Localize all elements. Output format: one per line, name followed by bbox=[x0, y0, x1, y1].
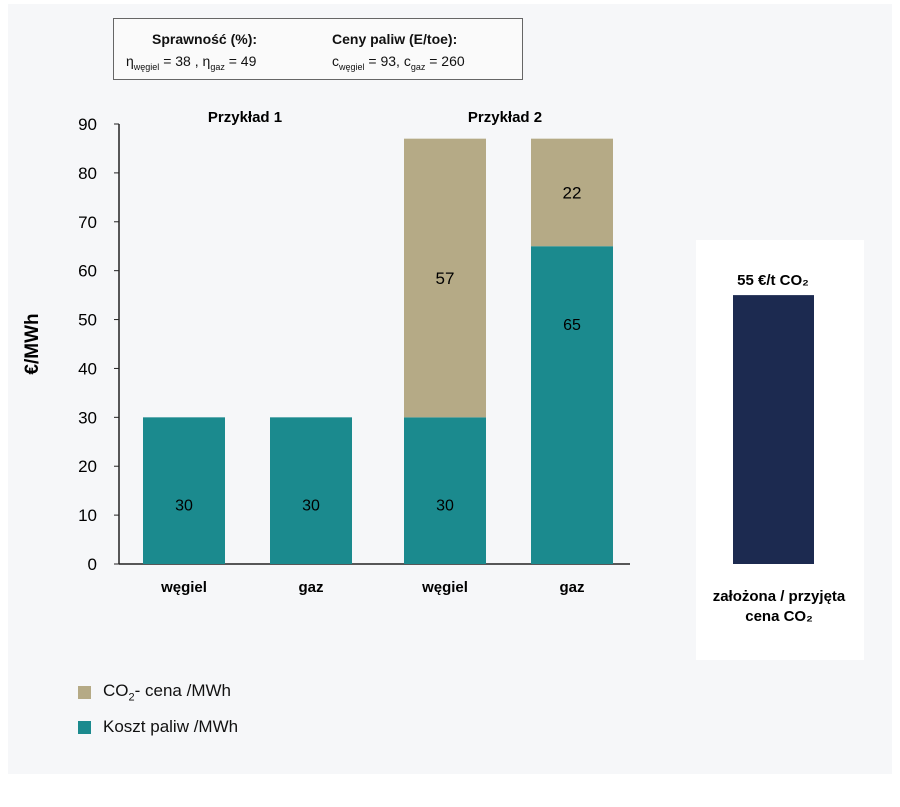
data-label-co2: 22 bbox=[563, 183, 582, 202]
y-tick-label: 60 bbox=[78, 262, 97, 281]
y-tick-label: 20 bbox=[78, 457, 97, 476]
legend-swatch-fuel bbox=[78, 720, 91, 734]
bar-fuel-cost bbox=[143, 417, 225, 564]
bar-co2-cost bbox=[531, 138, 613, 247]
category-label: gaz bbox=[559, 579, 584, 596]
y-tick-label: 0 bbox=[88, 555, 97, 574]
legend-label-co2: CO2- cena /MWh bbox=[103, 681, 231, 704]
y-tick-label: 90 bbox=[78, 115, 97, 134]
legend-item-co2: CO2- cena /MWh bbox=[78, 681, 231, 703]
legend-label-fuel: Koszt paliw /MWh bbox=[103, 717, 239, 736]
group-label-2: Przykład 2 bbox=[468, 109, 542, 126]
prices-title: Ceny paliw (E/toe): bbox=[332, 31, 458, 47]
bar-co2-price bbox=[733, 295, 814, 564]
y-tick-label: 70 bbox=[78, 213, 97, 232]
category-label: węgiel bbox=[160, 579, 207, 596]
side-caption-line2: cena CO₂ bbox=[745, 608, 813, 625]
data-label-fuel: 65 bbox=[563, 317, 581, 334]
co2-price-label: 55 €/t CO₂ bbox=[737, 272, 809, 289]
legend-item-fuel: Koszt paliw /MWh bbox=[78, 717, 238, 737]
info-box: Sprawność (%): ηwęgiel = 38 , ηgaz = 49 … bbox=[113, 18, 523, 80]
legend-swatch-co2 bbox=[78, 685, 91, 699]
y-tick-label: 80 bbox=[78, 164, 97, 183]
price-values: cwęgiel = 93, cgaz = 260 bbox=[332, 53, 465, 72]
y-tick-label: 30 bbox=[78, 408, 97, 427]
efficiency-title: Sprawność (%): bbox=[152, 31, 258, 47]
bar-co2-cost bbox=[404, 138, 486, 418]
y-tick-label: 50 bbox=[78, 311, 97, 330]
group-label-1: Przykład 1 bbox=[208, 109, 282, 126]
bar-fuel-cost bbox=[404, 417, 486, 564]
data-label-fuel: 30 bbox=[436, 498, 454, 515]
side-caption-line1: założona / przyjęta bbox=[713, 588, 846, 605]
bar-fuel-cost bbox=[531, 246, 613, 564]
y-axis-label: €/MWh bbox=[22, 313, 43, 374]
data-label-co2: 57 bbox=[436, 269, 455, 288]
efficiency-values: ηwęgiel = 38 , ηgaz = 49 bbox=[126, 53, 257, 72]
category-label: gaz bbox=[298, 579, 323, 596]
y-tick-label: 40 bbox=[78, 359, 97, 378]
data-label-fuel: 30 bbox=[302, 498, 320, 515]
y-tick-label: 10 bbox=[78, 506, 97, 525]
data-label-fuel: 30 bbox=[175, 498, 193, 515]
category-label: węgiel bbox=[421, 579, 468, 596]
bar-fuel-cost bbox=[270, 417, 352, 564]
